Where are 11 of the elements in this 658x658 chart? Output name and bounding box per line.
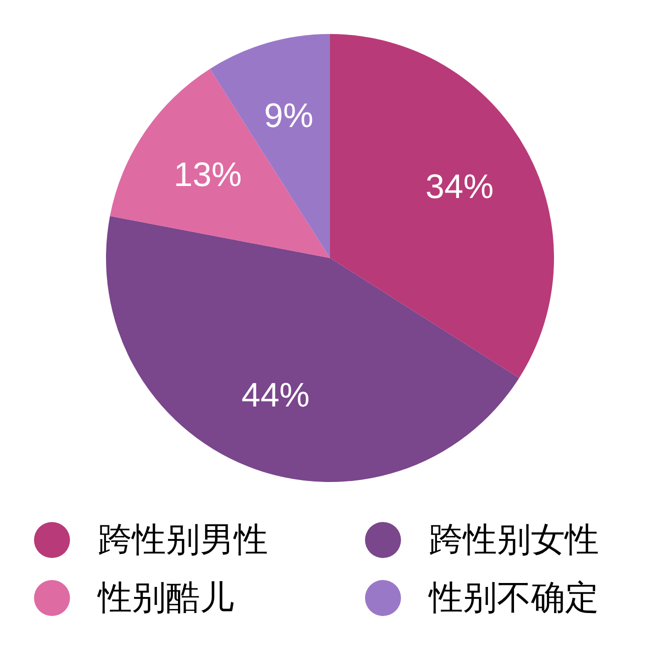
data-label: 44% [242,376,310,414]
pie-slice [330,34,554,378]
data-label: 9% [264,97,314,136]
legend-label: 性别酷儿 [97,579,234,617]
data-label: 13% [174,156,242,194]
legend-label: 性别不确定 [428,579,599,617]
legend-label: 跨性别女性 [429,521,599,559]
pie-slice [110,68,330,258]
legend-label: 跨性别男性 [98,521,268,559]
pie-slice [106,216,520,482]
data-label: 34% [426,168,494,206]
